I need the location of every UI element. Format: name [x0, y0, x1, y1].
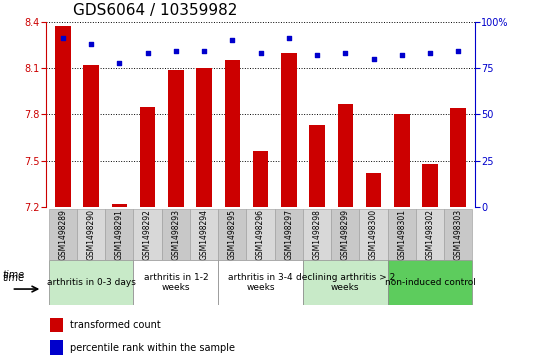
Text: arthritis in 1-2
weeks: arthritis in 1-2 weeks [144, 273, 208, 292]
Bar [225, 60, 240, 207]
Bar [112, 204, 127, 207]
Text: GSM1498302: GSM1498302 [426, 209, 435, 260]
Bar [450, 108, 466, 207]
Bar [50, 318, 63, 332]
Point [58, 36, 67, 41]
Point [454, 49, 463, 54]
Text: percentile rank within the sample: percentile rank within the sample [70, 343, 234, 352]
Text: arthritis in 3-4
weeks: arthritis in 3-4 weeks [228, 273, 293, 292]
Point [285, 36, 293, 41]
Point [341, 50, 349, 56]
Bar [444, 209, 472, 260]
Bar [338, 103, 353, 207]
Bar [49, 260, 133, 305]
Bar [303, 209, 331, 260]
Bar [275, 209, 303, 260]
Bar [388, 209, 416, 260]
Text: arthritis in 0-3 days: arthritis in 0-3 days [46, 278, 136, 287]
Text: time: time [2, 270, 24, 281]
Bar [253, 151, 268, 207]
Text: declining arthritis > 2
weeks: declining arthritis > 2 weeks [296, 273, 395, 292]
Bar [366, 173, 381, 207]
Bar [281, 53, 296, 207]
Text: GSM1498291: GSM1498291 [115, 209, 124, 260]
Bar [246, 209, 275, 260]
Bar [218, 260, 303, 305]
Point [143, 50, 152, 56]
Text: GSM1498294: GSM1498294 [200, 209, 208, 260]
Bar [83, 65, 99, 207]
Bar [303, 260, 388, 305]
Bar [133, 260, 218, 305]
Point [397, 52, 406, 58]
Bar [218, 209, 246, 260]
Bar [190, 209, 218, 260]
Bar [394, 114, 409, 207]
Bar [416, 209, 444, 260]
Text: time: time [3, 273, 25, 283]
Point [426, 50, 434, 56]
Point [369, 56, 378, 62]
Text: GSM1498299: GSM1498299 [341, 209, 350, 260]
Bar [55, 26, 71, 207]
Bar [140, 107, 156, 207]
Text: GSM1498303: GSM1498303 [454, 209, 463, 260]
Bar [161, 209, 190, 260]
Point [200, 49, 208, 54]
Bar [168, 70, 184, 207]
Text: non-induced control: non-induced control [384, 278, 475, 287]
Text: transformed count: transformed count [70, 320, 160, 330]
Point [313, 52, 321, 58]
Bar [197, 68, 212, 207]
Bar [309, 125, 325, 207]
Text: GSM1498292: GSM1498292 [143, 209, 152, 260]
Bar [422, 164, 438, 207]
Text: GSM1498296: GSM1498296 [256, 209, 265, 260]
Point [228, 37, 237, 43]
Bar [331, 209, 360, 260]
Text: GSM1498298: GSM1498298 [313, 209, 321, 260]
Point [115, 60, 124, 65]
Bar [50, 340, 63, 355]
Bar [77, 209, 105, 260]
Bar [133, 209, 161, 260]
Bar [388, 260, 472, 305]
Text: GDS6064 / 10359982: GDS6064 / 10359982 [73, 3, 237, 18]
Bar [105, 209, 133, 260]
Point [172, 49, 180, 54]
Text: GSM1498290: GSM1498290 [86, 209, 96, 260]
Bar [49, 209, 77, 260]
Text: GSM1498295: GSM1498295 [228, 209, 237, 260]
Text: GSM1498289: GSM1498289 [58, 209, 68, 260]
Text: GSM1498301: GSM1498301 [397, 209, 406, 260]
Bar [360, 209, 388, 260]
Text: GSM1498297: GSM1498297 [284, 209, 293, 260]
Text: GSM1498293: GSM1498293 [171, 209, 180, 260]
Text: GSM1498300: GSM1498300 [369, 209, 378, 260]
Point [87, 41, 96, 47]
Point [256, 50, 265, 56]
